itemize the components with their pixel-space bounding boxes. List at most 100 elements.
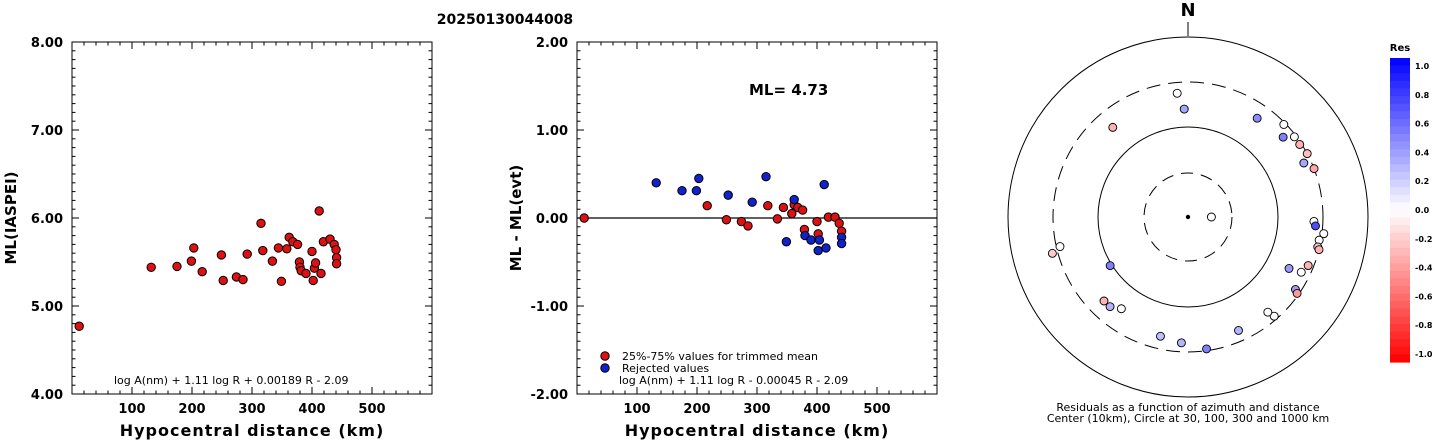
y-axis-label: ML - ML(evt): [507, 165, 525, 271]
data-point: [819, 179, 829, 190]
legend-label: 25%-75% values for trimmed mean: [622, 350, 818, 363]
colorbar-swatch: [1390, 141, 1410, 150]
colorbar-label: -0.8: [1415, 321, 1433, 330]
data-point: [238, 274, 248, 285]
colorbar-swatch: [1390, 248, 1410, 257]
station-residual-point: [1309, 164, 1319, 174]
colorbar-swatch: [1390, 308, 1410, 317]
station-residual-point: [1284, 264, 1294, 273]
data-point: [292, 239, 303, 250]
colorbar-swatch: [1390, 210, 1410, 219]
colorbar-label: -0.6: [1415, 292, 1433, 301]
colorbar-swatch: [1390, 217, 1410, 226]
station-residual-point: [1263, 307, 1273, 317]
station-residual-point: [1311, 221, 1320, 231]
colorbar-swatch: [1390, 316, 1410, 325]
colorbar-swatch: [1390, 255, 1410, 264]
station-residual-point: [1176, 338, 1186, 348]
colorbar-swatch: [1390, 354, 1410, 363]
data-point: [772, 214, 783, 224]
legend-label: Rejected values: [622, 362, 709, 375]
x-axis-label: Hypocentral distance (km): [625, 421, 890, 440]
station-residual-point: [1055, 242, 1065, 252]
ml-annotation: ML= 4.73: [749, 81, 828, 99]
data-point: [579, 213, 589, 223]
colorbar-swatch: [1390, 126, 1410, 135]
data-point: [821, 243, 831, 253]
station-residual-point: [1116, 304, 1126, 314]
station-residual-point: [1206, 212, 1216, 222]
y-axis-label: ML(IASPEI): [2, 171, 20, 264]
x-tick-label: 100: [623, 402, 650, 417]
data-point: [836, 238, 847, 249]
station-residual-point: [1319, 229, 1329, 239]
azimuth-residual-polar-chart: N Residuals as a function of azimuth and …: [1007, 0, 1433, 425]
y-tick-label: 7.00: [31, 124, 63, 139]
x-tick-label: 400: [803, 402, 830, 417]
colorbar-swatch: [1390, 111, 1410, 120]
data-point: [308, 275, 318, 286]
station-residual-point: [1172, 88, 1182, 98]
station-residual-point: [1252, 113, 1262, 123]
station-residual-point: [1314, 245, 1324, 255]
colorbar-swatch: [1390, 202, 1410, 211]
station-residual-point: [1047, 248, 1057, 258]
data-point: [743, 221, 753, 231]
x-tick-label: 100: [118, 402, 145, 417]
colorbar-title: Res: [1390, 43, 1410, 54]
circle-1000km: [1007, 36, 1369, 398]
colorbar-swatch: [1390, 339, 1410, 348]
station-residual-point: [1303, 261, 1313, 270]
colorbar-swatch: [1390, 225, 1410, 234]
station-residual-point: [1099, 296, 1109, 306]
x-tick-label: 500: [863, 402, 890, 417]
x-axis-label: Hypocentral distance (km): [120, 421, 385, 440]
colorbar-label: -0.4: [1415, 264, 1433, 273]
colorbar-swatch: [1390, 278, 1410, 287]
station-residual-point: [1296, 267, 1306, 277]
data-point: [812, 216, 822, 227]
data-point: [189, 243, 199, 253]
station-residual-point: [1105, 302, 1115, 312]
data-point: [702, 200, 712, 211]
data-point: [781, 237, 792, 247]
colorbar-swatch: [1390, 149, 1410, 158]
x-tick-label: 500: [358, 402, 385, 417]
station-residual-point: [1156, 331, 1165, 341]
data-point: [301, 268, 311, 279]
station-residual-point: [1202, 344, 1211, 354]
colorbar-swatch: [1390, 65, 1410, 74]
epicenter-marker: [1185, 214, 1191, 220]
data-point: [316, 268, 326, 279]
circle-300km: [1052, 81, 1324, 353]
colorbar-swatch: [1390, 324, 1410, 333]
data-point: [814, 235, 825, 245]
data-point: [787, 208, 797, 219]
colorbar-swatch: [1390, 88, 1410, 97]
data-point: [307, 246, 317, 257]
circle-100km: [1097, 126, 1279, 308]
station-residual-point: [1179, 104, 1189, 114]
data-point: [778, 202, 789, 213]
x-tick-label: 200: [683, 402, 710, 417]
residual-vs-distance-chart: -2.00 -1.00 0.00 1.00 2.00 100 200 300 400 500 Hyp…: [507, 36, 938, 440]
data-point: [834, 218, 844, 228]
x-tick-label: 400: [298, 402, 325, 417]
polar-caption-line: Residuals as a function of azimuth and d…: [1056, 401, 1319, 414]
colorbar-swatch: [1390, 301, 1410, 310]
data-point: [256, 218, 266, 228]
data-point: [761, 171, 771, 182]
data-point: [331, 259, 342, 269]
colorbar-swatch: [1390, 164, 1410, 173]
colorbar-swatch: [1390, 118, 1410, 127]
data-point: [273, 243, 284, 253]
data-point: [216, 250, 227, 260]
data-point: [789, 194, 799, 205]
data-point: [146, 262, 156, 272]
colorbar-label: -0.2: [1415, 235, 1433, 244]
y-tick-label: 2.00: [536, 36, 568, 51]
circle-30km: [1143, 172, 1233, 262]
y-tick-label: 1.00: [536, 124, 568, 139]
y-tick-label: 6.00: [31, 212, 63, 227]
